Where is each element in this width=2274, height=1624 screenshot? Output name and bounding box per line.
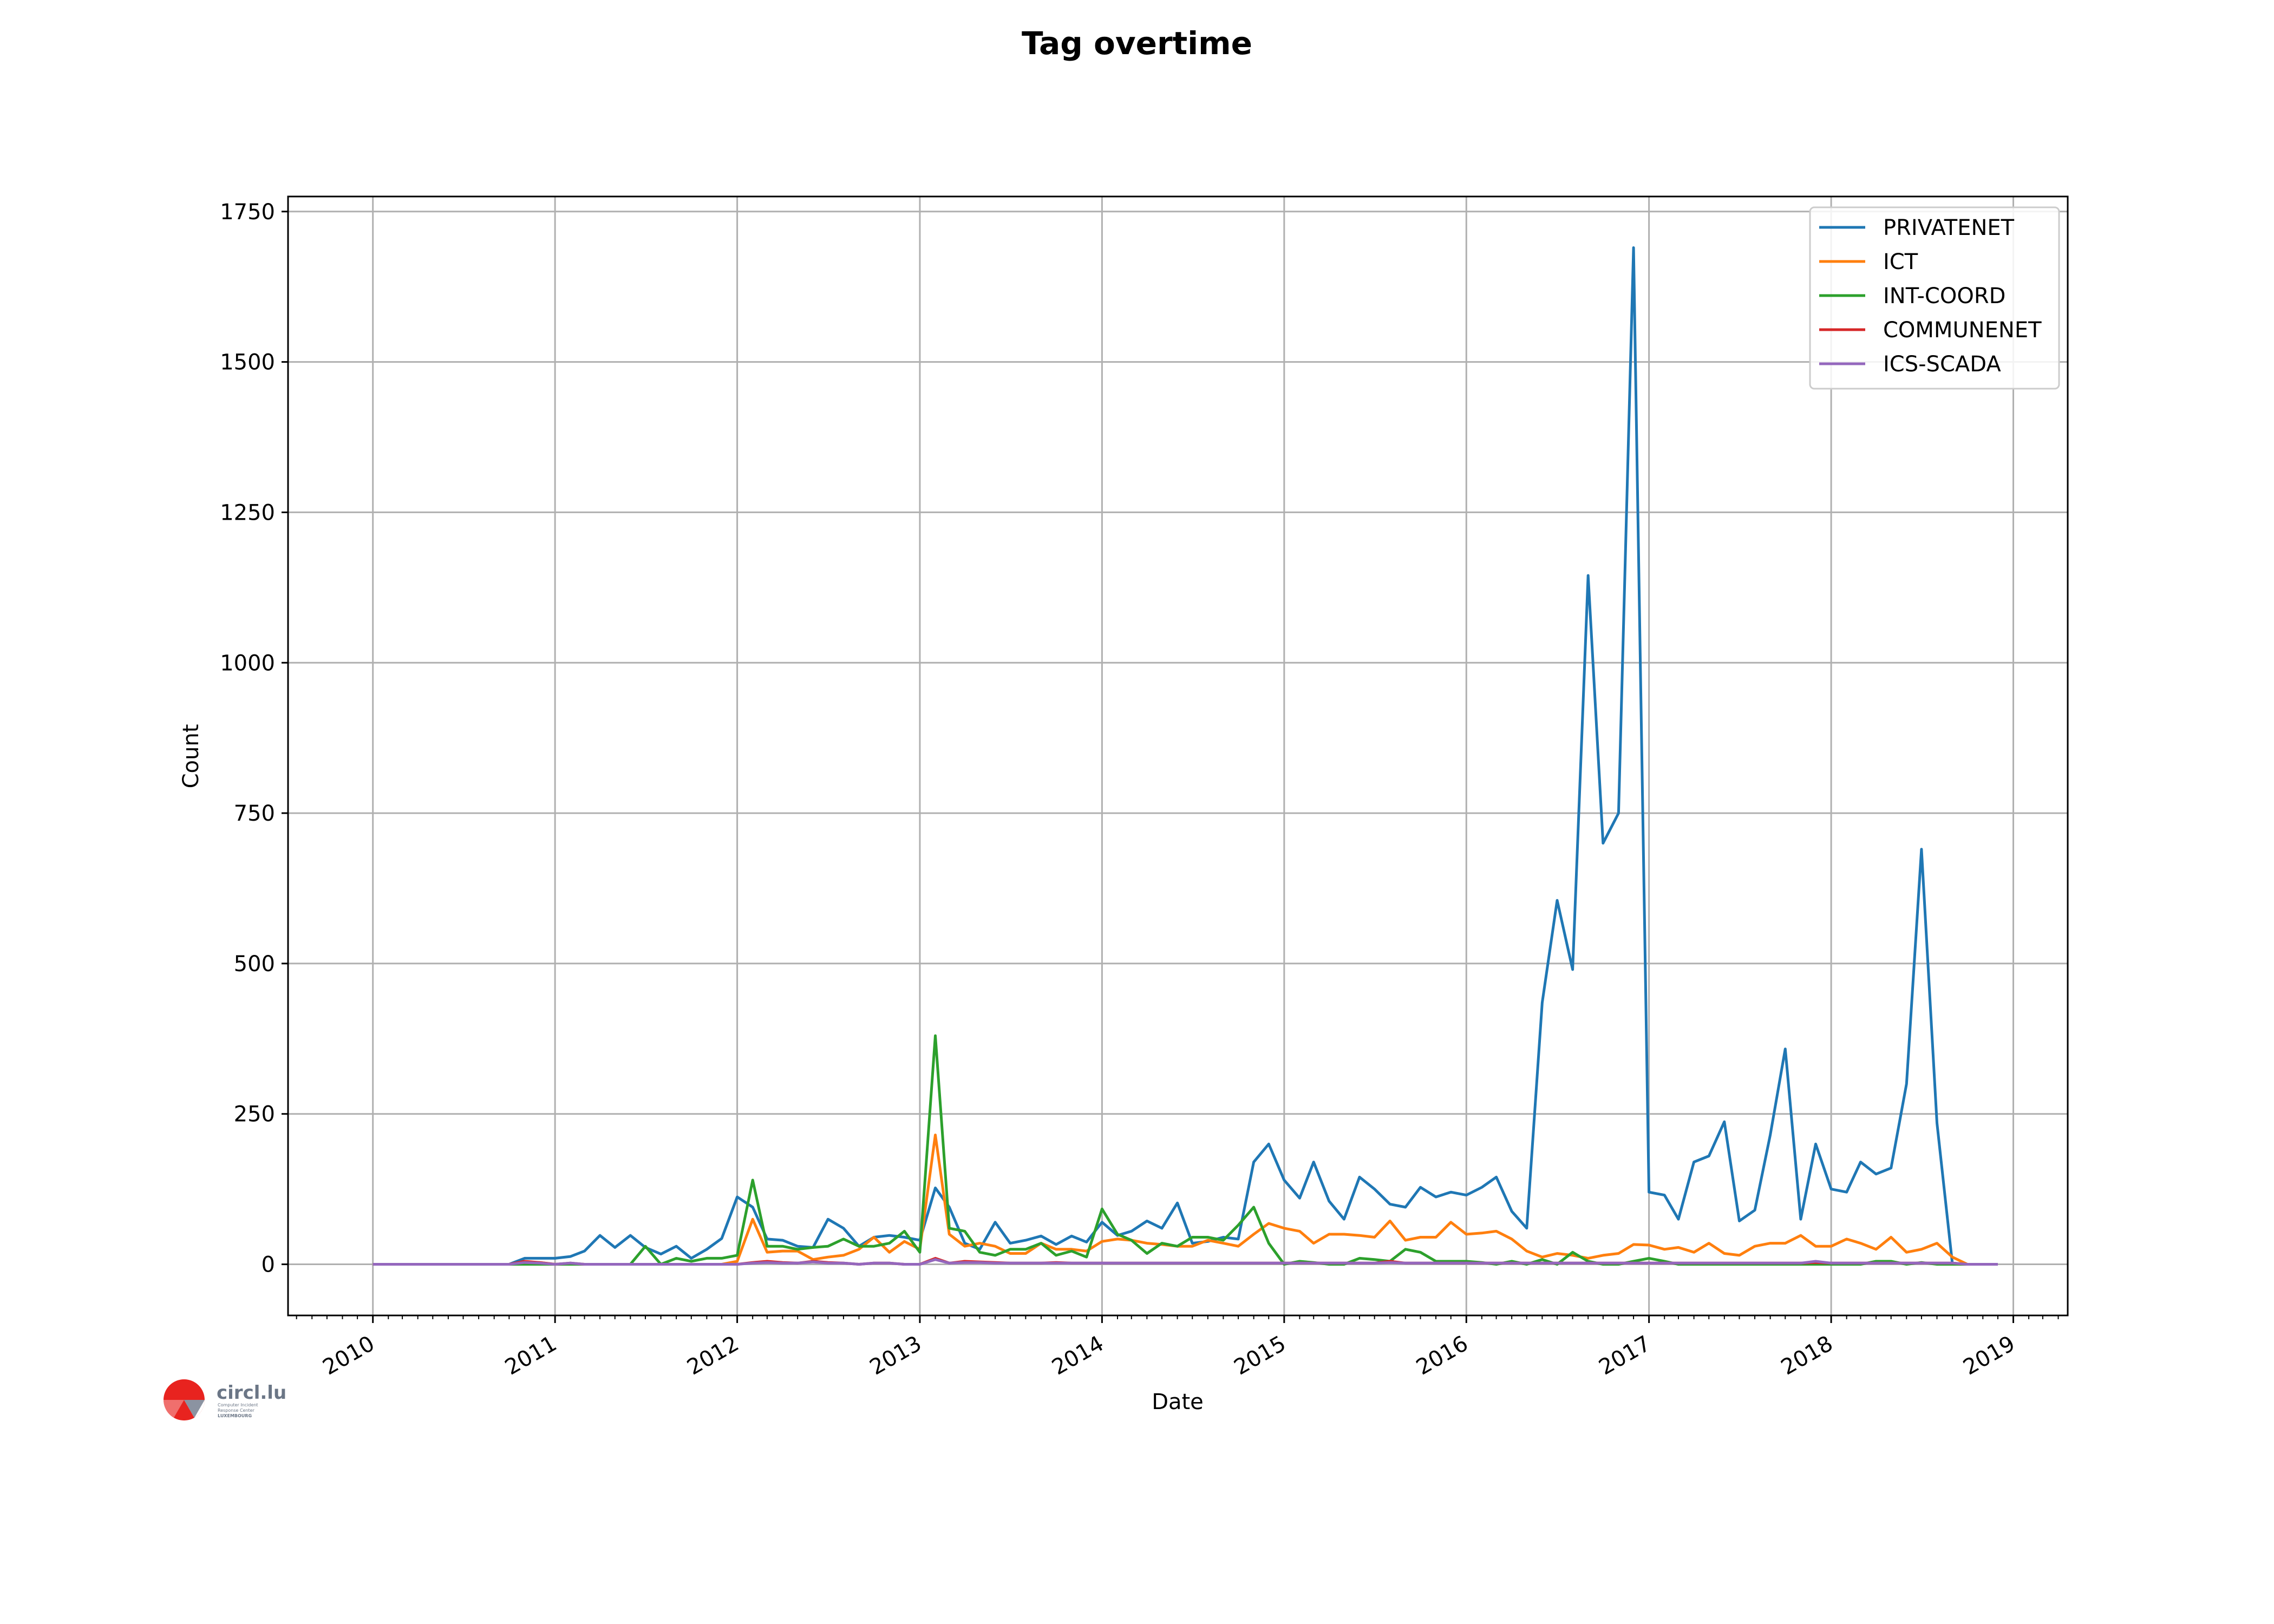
logo-subtitle-2: Response Center <box>218 1408 255 1413</box>
series-line-ics-scada <box>373 1258 1998 1266</box>
series-line-privatenet <box>373 246 1998 1266</box>
legend-label: ICT <box>1883 250 1918 274</box>
y-tick-label: 1500 <box>220 350 275 375</box>
logo-subtitle-1: Computer Incident <box>218 1403 258 1407</box>
y-tick-label: 1250 <box>220 500 275 525</box>
y-tick-label: 1000 <box>220 651 275 676</box>
y-tick-label: 750 <box>234 801 275 826</box>
circl-logo: circl.lu Computer Incident Response Cent… <box>163 1379 286 1420</box>
legend-box <box>1809 206 2060 390</box>
chart-title: Tag overtime <box>1022 25 1252 62</box>
y-axis: 0 250 500 750 1000 1250 1500 1750 <box>220 200 288 1278</box>
logo-wedge2-icon <box>163 1400 184 1418</box>
legend-label: ICS-SCADA <box>1883 352 2001 377</box>
logo-shade-icon <box>184 1400 205 1418</box>
legend-label: COMMUNENET <box>1883 318 2042 343</box>
logo-name: circl.lu <box>217 1382 286 1404</box>
series-lines <box>373 246 1998 1266</box>
legend-label: PRIVATENET <box>1883 215 2015 240</box>
logo-subtitle-3: LUXEMBOURG <box>218 1413 252 1418</box>
legend-label: INT-COORD <box>1883 284 2005 309</box>
y-axis-label: Count <box>179 724 204 789</box>
legend: PRIVATENET ICT INT-COORD COMMUNENET ICS-SCAD… <box>1809 206 2060 390</box>
y-tick-label: 500 <box>234 952 275 977</box>
y-tick-label: 250 <box>234 1102 275 1127</box>
x-axis-label: Date <box>1152 1390 1204 1415</box>
y-tick-label: 1750 <box>220 200 275 225</box>
plot-area: 2010 2011 2012 2013 2014 2015 2016 2017 2018 2019… <box>220 195 2069 1380</box>
y-tick-label: 0 <box>262 1253 275 1278</box>
